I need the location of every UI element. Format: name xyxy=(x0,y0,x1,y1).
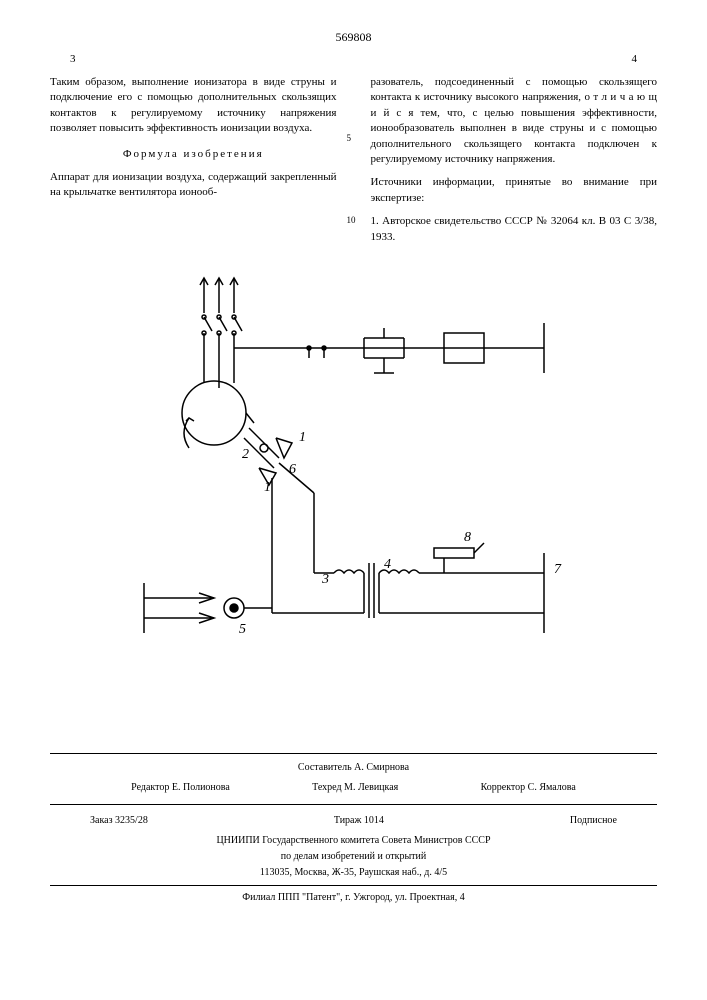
page-num-right: 4 xyxy=(632,53,638,65)
footer-corrector: Корректор С. Ямалова xyxy=(481,780,576,796)
text-columns: Таким образом, выполнение ионизатора в в… xyxy=(50,75,657,253)
fig-label-8: 8 xyxy=(464,530,471,545)
page-num-left: 3 xyxy=(70,53,76,65)
para-right-2: Источники информации, принятые во вниман… xyxy=(371,175,658,206)
fig-label-5: 5 xyxy=(239,622,246,637)
footer-row-order: Заказ 3235/28 Тираж 1014 Подписное xyxy=(50,809,657,833)
fig-label-2: 2 xyxy=(242,447,249,462)
fig-label-1: 1 xyxy=(299,430,306,445)
footer-editor: Редактор Е. Полионова xyxy=(131,780,230,796)
line-num-5: 5 xyxy=(347,133,352,143)
patent-number: 569808 xyxy=(50,30,657,45)
para-right-3: 1. Авторское свидетельство СССР № 32064 … xyxy=(371,214,658,245)
fig-label-4: 4 xyxy=(384,557,391,572)
formula-heading: Формула изобретения xyxy=(50,147,337,162)
footer-address: 113035, Москва, Ж-35, Раушская наб., д. … xyxy=(50,865,657,881)
para-left-1: Таким образом, выполнение ионизатора в в… xyxy=(50,75,337,137)
page-numbers: 3 4 xyxy=(50,53,657,65)
footer: Составитель А. Смирнова Редактор Е. Поли… xyxy=(50,754,657,912)
footer-org: ЦНИИПИ Государственного комитета Совета … xyxy=(50,833,657,849)
footer-row-credits: Редактор Е. Полионова Техред М. Левицкая… xyxy=(50,776,657,800)
footer-filial: Филиал ППП "Патент", г. Ужгород, ул. Про… xyxy=(50,890,657,906)
footer-composer: Составитель А. Смирнова xyxy=(50,760,657,776)
footer-tech: Техред М. Левицкая xyxy=(312,780,398,796)
column-left: Таким образом, выполнение ионизатора в в… xyxy=(50,75,337,253)
para-left-2: Аппарат для ионизации воздуха, содержащи… xyxy=(50,170,337,201)
footer-order: Заказ 3235/28 xyxy=(90,813,148,829)
fig-label-3: 3 xyxy=(321,572,329,587)
page: 569808 3 4 Таким образом, выполнение ион… xyxy=(0,0,707,932)
column-right: разователь, подсоединенный с помощью ско… xyxy=(371,75,658,253)
footer-org2: по делам изобретений и открытий xyxy=(50,849,657,865)
fig-label-1b: 1 xyxy=(264,480,271,495)
line-number-gutter: 5 10 xyxy=(347,75,361,253)
para-right-1: разователь, подсоединенный с помощью ско… xyxy=(371,75,658,167)
circuit-diagram: 1 2 3 4 5 6 7 8 1 xyxy=(104,273,604,693)
footer-tirazh: Тираж 1014 xyxy=(334,813,384,829)
footer-podpisnoe: Подписное xyxy=(570,813,617,829)
fig-label-6: 6 xyxy=(289,462,296,477)
fig-label-7: 7 xyxy=(554,562,562,577)
line-num-10: 10 xyxy=(347,215,356,225)
